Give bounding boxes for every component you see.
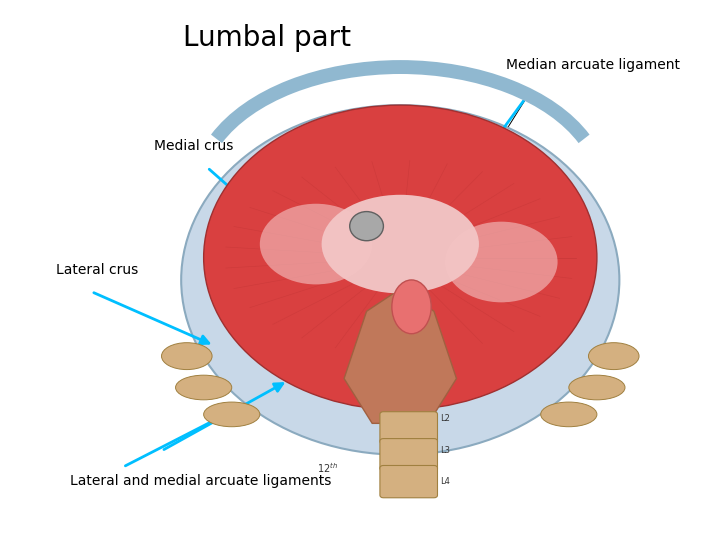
Ellipse shape bbox=[445, 221, 557, 302]
Ellipse shape bbox=[161, 343, 212, 369]
Ellipse shape bbox=[392, 280, 431, 334]
Ellipse shape bbox=[176, 375, 232, 400]
Ellipse shape bbox=[350, 212, 384, 241]
FancyBboxPatch shape bbox=[120, 65, 681, 513]
Text: Lumbal part: Lumbal part bbox=[183, 24, 351, 52]
FancyBboxPatch shape bbox=[380, 411, 438, 444]
Text: L4: L4 bbox=[441, 477, 450, 486]
FancyBboxPatch shape bbox=[380, 438, 438, 471]
Text: L2: L2 bbox=[441, 414, 450, 423]
Ellipse shape bbox=[588, 343, 639, 369]
Text: Lateral crus: Lateral crus bbox=[56, 263, 138, 277]
Ellipse shape bbox=[569, 375, 625, 400]
Ellipse shape bbox=[541, 402, 597, 427]
FancyBboxPatch shape bbox=[380, 465, 438, 498]
Ellipse shape bbox=[260, 204, 372, 285]
Text: L3: L3 bbox=[440, 446, 450, 455]
Ellipse shape bbox=[204, 105, 597, 410]
Text: Lateral and medial arcuate ligaments: Lateral and medial arcuate ligaments bbox=[71, 474, 332, 488]
PathPatch shape bbox=[344, 289, 456, 423]
Text: Medial crus: Medial crus bbox=[155, 139, 234, 153]
Text: Median arcuate ligament: Median arcuate ligament bbox=[505, 58, 680, 72]
Ellipse shape bbox=[181, 105, 619, 455]
Text: $12^{th}$: $12^{th}$ bbox=[317, 461, 338, 475]
Ellipse shape bbox=[322, 195, 479, 293]
Ellipse shape bbox=[204, 402, 260, 427]
